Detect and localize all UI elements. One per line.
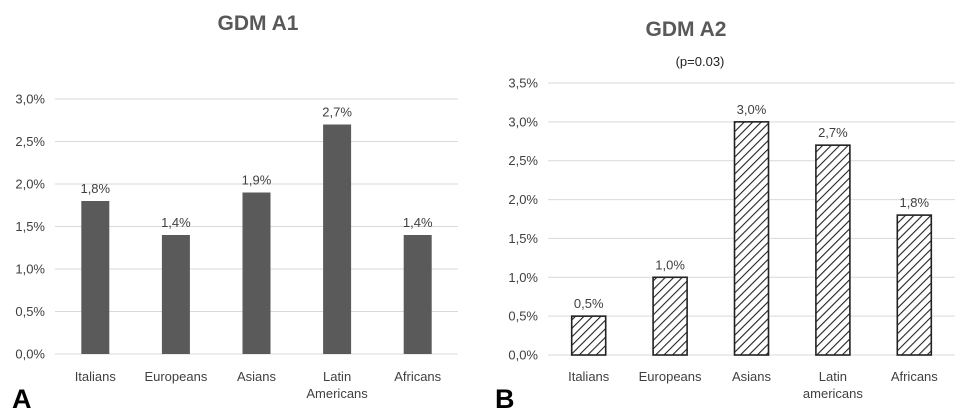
data-label: 1,8% (899, 195, 929, 210)
data-label: 2,7% (818, 125, 848, 140)
y-tick-label: 0,0% (15, 347, 45, 362)
bar (403, 235, 432, 354)
bar (242, 192, 271, 354)
y-tick-label: 0,5% (15, 304, 45, 319)
data-label: 1,4% (403, 215, 433, 230)
bar (161, 235, 190, 354)
y-tick-label: 1,5% (508, 231, 538, 246)
category-label: Africans (891, 369, 938, 384)
chart-panel-b: GDM A2 (p=0.03) 0,0% 0,5% 1,0% 1,5% 2,0% 2,5% 3,… (495, 18, 955, 411)
chart-subtitle: (p=0.03) (676, 54, 725, 69)
y-tick-label: 2,5% (15, 134, 45, 149)
category-label: Italians (568, 369, 610, 384)
category-label: Latin (323, 369, 351, 384)
data-label: 1,8% (80, 181, 110, 196)
y-tick-label: 1,5% (15, 219, 45, 234)
category-label: Americans (306, 386, 368, 401)
data-label: 1,9% (242, 173, 272, 188)
data-label: 1,0% (655, 257, 685, 272)
bar (323, 124, 352, 354)
bar (652, 276, 688, 356)
y-tick-label: 1,0% (508, 270, 538, 285)
data-label: 0,5% (574, 296, 604, 311)
category-label: Europeans (144, 369, 207, 384)
y-tick-label: 2,0% (508, 192, 538, 207)
data-label: 1,4% (161, 215, 191, 230)
bar (570, 315, 607, 356)
category-label: americans (803, 386, 863, 401)
category-label: Latin (819, 369, 847, 384)
category-label: Italians (75, 369, 117, 384)
y-tick-label: 3,0% (15, 92, 45, 107)
bar (896, 214, 933, 356)
chart-title: GDM A2 (646, 18, 727, 41)
y-tick-label: 2,0% (15, 177, 45, 192)
category-label: Asians (237, 369, 277, 384)
y-tick-label: 0,5% (508, 309, 538, 324)
panel-label: A (12, 384, 32, 411)
data-label: 2,7% (322, 105, 352, 120)
y-tick-label: 3,5% (508, 76, 538, 91)
bar (815, 144, 851, 356)
category-label: Europeans (639, 369, 702, 384)
bar (733, 121, 770, 356)
chart-title: GDM A1 (218, 12, 299, 35)
y-tick-label: 1,0% (15, 262, 45, 277)
panel-label: B (495, 384, 515, 411)
bar (81, 201, 110, 354)
category-label: Africans (394, 369, 441, 384)
y-tick-label: 3,0% (508, 114, 538, 129)
y-tick-label: 0,0% (508, 348, 538, 363)
data-label: 3,0% (737, 102, 767, 117)
category-label: Asians (732, 369, 772, 384)
y-tick-label: 2,5% (508, 153, 538, 168)
chart-panel-a: GDM A1 0,0% 0,5% 1,0% 1,5% 2,0% 2,5% 3,0% 1,8% It… (12, 12, 458, 411)
